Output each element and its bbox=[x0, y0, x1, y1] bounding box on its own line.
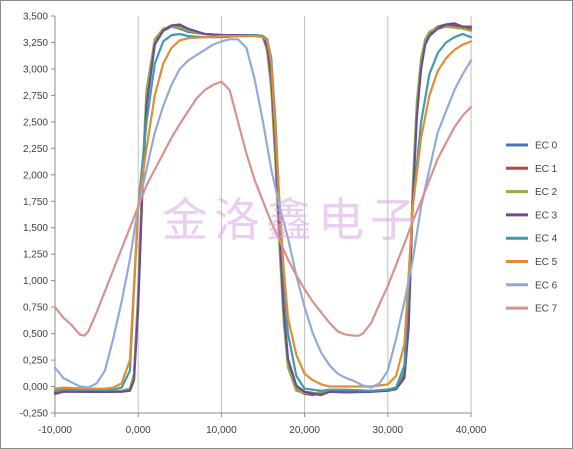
legend-label-ec-0: EC 0 bbox=[535, 141, 558, 152]
y-tick-label: -0,250 bbox=[20, 409, 49, 420]
y-tick-label: 2,750 bbox=[23, 91, 48, 102]
y-tick-label: 1,750 bbox=[23, 197, 48, 208]
y-tick-label: 1,000 bbox=[23, 276, 48, 287]
legend-label-ec-2: EC 2 bbox=[535, 187, 558, 198]
x-tick-label: 40,000 bbox=[456, 425, 487, 436]
legend-label-ec-4: EC 4 bbox=[535, 234, 558, 245]
x-tick-label: 10,000 bbox=[206, 425, 237, 436]
legend-label-ec-6: EC 6 bbox=[535, 280, 558, 291]
legend: EC 0 EC 1 EC 2 EC 3 EC 4 EC 5 EC 6 EC 7 bbox=[506, 141, 558, 315]
y-tick-label: 2,500 bbox=[23, 117, 48, 128]
y-tick-label: 0,750 bbox=[23, 303, 48, 314]
x-tick-labels: -10,000 0,000 10,000 20,000 30,000 40,000 bbox=[38, 425, 487, 436]
y-tick-label: 3,250 bbox=[23, 38, 48, 49]
y-tick-label: 0,500 bbox=[23, 329, 48, 340]
y-tick-label: 0,250 bbox=[23, 356, 48, 367]
series-line-ec-6 bbox=[53, 38, 473, 389]
y-tick-label: 1,500 bbox=[23, 223, 48, 234]
legend-label-ec-5: EC 5 bbox=[535, 257, 558, 268]
legend-label-ec-1: EC 1 bbox=[535, 164, 558, 175]
x-tick-label: 0,000 bbox=[126, 425, 151, 436]
y-tick-label: 0,000 bbox=[23, 382, 48, 393]
x-tick-label: 30,000 bbox=[373, 425, 404, 436]
y-tick-label: 2,000 bbox=[23, 170, 48, 181]
y-tick-labels: -0,250 0,000 0,250 0,500 0,750 1,000 1,250 1,50… bbox=[20, 12, 49, 420]
x-tick-label: 20,000 bbox=[289, 425, 320, 436]
y-tick-label: 1,250 bbox=[23, 250, 48, 261]
y-tick-label: 2,250 bbox=[23, 144, 48, 155]
axes bbox=[51, 15, 472, 417]
legend-label-ec-7: EC 7 bbox=[535, 304, 558, 315]
x-tick-label: -10,000 bbox=[38, 425, 72, 436]
y-tick-label: 3,500 bbox=[23, 12, 48, 23]
series-line-ec-7 bbox=[53, 80, 473, 337]
y-tick-label: 3,000 bbox=[23, 64, 48, 75]
series-lines bbox=[53, 22, 473, 397]
series-line-ec-3 bbox=[53, 22, 473, 397]
legend-label-ec-3: EC 3 bbox=[535, 210, 558, 221]
watermark-text: 金洛鑫电子 bbox=[162, 193, 422, 247]
